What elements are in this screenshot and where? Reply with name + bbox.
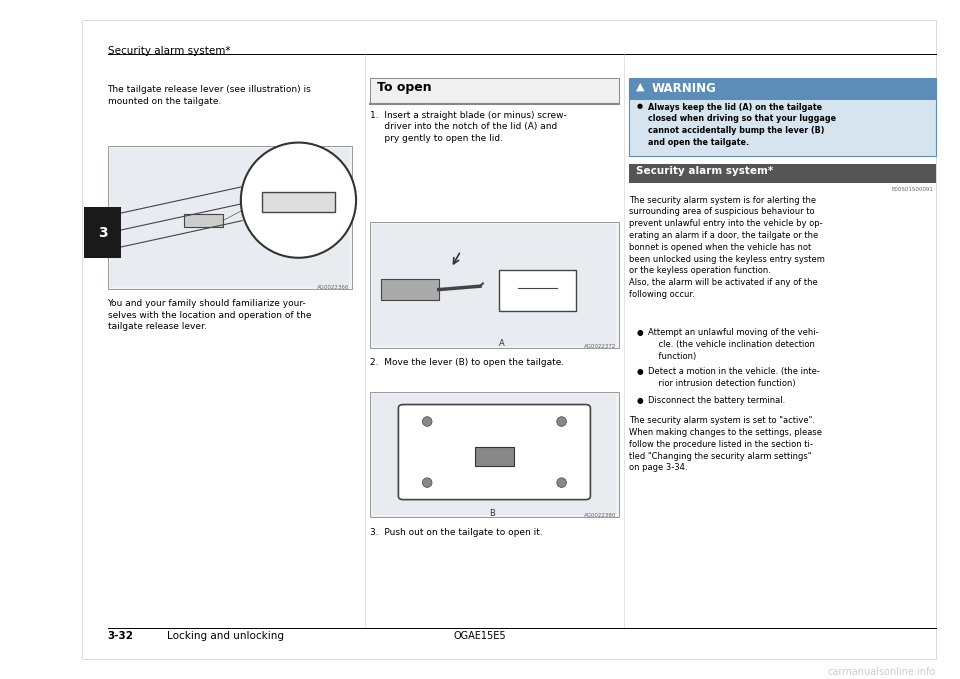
Text: AG0022372: AG0022372 bbox=[584, 344, 616, 348]
Text: ●: ● bbox=[636, 367, 643, 376]
Text: The security alarm system is set to "active".
When making changes to the setting: The security alarm system is set to "act… bbox=[629, 416, 822, 473]
Text: 3.  Push out on the tailgate to open it.: 3. Push out on the tailgate to open it. bbox=[370, 528, 542, 536]
Text: carmanualsonline.info: carmanualsonline.info bbox=[828, 667, 936, 677]
Bar bbox=[475, 447, 514, 466]
Ellipse shape bbox=[557, 478, 566, 488]
Text: E00S01S00091: E00S01S00091 bbox=[891, 187, 933, 192]
Text: Security alarm system*: Security alarm system* bbox=[108, 46, 230, 56]
Text: OGAE15E5: OGAE15E5 bbox=[454, 631, 506, 642]
Text: Locking and unlocking: Locking and unlocking bbox=[167, 631, 284, 642]
Ellipse shape bbox=[422, 417, 432, 426]
Text: WARNING: WARNING bbox=[652, 82, 717, 95]
Bar bbox=[184, 214, 223, 227]
Text: Attempt an unlawful moving of the vehi-
    cle. (the vehicle inclination detect: Attempt an unlawful moving of the vehi- … bbox=[648, 328, 819, 361]
Bar bbox=[110, 148, 349, 287]
Text: ●: ● bbox=[636, 103, 642, 109]
Bar bbox=[381, 280, 439, 300]
Bar bbox=[84, 207, 121, 258]
Bar bbox=[629, 164, 936, 183]
Bar bbox=[370, 222, 619, 348]
Text: ●: ● bbox=[636, 328, 643, 337]
Text: AG0022366: AG0022366 bbox=[317, 285, 349, 289]
Text: AG0022380: AG0022380 bbox=[584, 513, 616, 518]
FancyBboxPatch shape bbox=[398, 405, 590, 500]
Text: ●: ● bbox=[636, 396, 643, 405]
Text: Detect a motion in the vehicle. (the inte-
    rior intrusion detection function: Detect a motion in the vehicle. (the int… bbox=[648, 367, 820, 388]
Text: Security alarm system*: Security alarm system* bbox=[636, 166, 774, 177]
Bar bbox=[629, 78, 936, 156]
Text: 2.  Move the lever (B) to open the tailgate.: 2. Move the lever (B) to open the tailga… bbox=[370, 358, 564, 367]
Text: You and your family should familiarize your-
selves with the location and operat: You and your family should familiarize y… bbox=[108, 299, 311, 331]
Bar bbox=[372, 394, 616, 515]
Ellipse shape bbox=[557, 417, 566, 426]
Text: The security alarm system is for alerting the
surrounding area of suspicious beh: The security alarm system is for alertin… bbox=[629, 196, 825, 299]
Text: A: A bbox=[499, 340, 505, 348]
Bar bbox=[370, 392, 619, 517]
Text: 1.  Insert a straight blade (or minus) screw-
     driver into the notch of the : 1. Insert a straight blade (or minus) sc… bbox=[370, 111, 566, 143]
Bar bbox=[108, 146, 352, 289]
Bar bbox=[370, 78, 619, 104]
Bar bbox=[372, 224, 616, 346]
Bar bbox=[499, 270, 576, 311]
Bar bbox=[629, 78, 936, 100]
Text: 3-32: 3-32 bbox=[108, 631, 133, 642]
Ellipse shape bbox=[422, 478, 432, 488]
Text: Always keep the lid (A) on the tailgate
closed when driving so that your luggage: Always keep the lid (A) on the tailgate … bbox=[648, 103, 836, 147]
Text: ▲: ▲ bbox=[636, 81, 644, 92]
Text: Disconnect the battery terminal.: Disconnect the battery terminal. bbox=[648, 396, 785, 405]
Text: The tailgate release lever (see illustration) is
mounted on the tailgate.: The tailgate release lever (see illustra… bbox=[108, 85, 311, 106]
Bar bbox=[82, 20, 936, 659]
Text: B: B bbox=[490, 509, 495, 518]
Text: 3: 3 bbox=[98, 225, 108, 240]
Bar bbox=[262, 192, 335, 213]
Text: To open: To open bbox=[377, 81, 432, 94]
Ellipse shape bbox=[241, 143, 356, 258]
